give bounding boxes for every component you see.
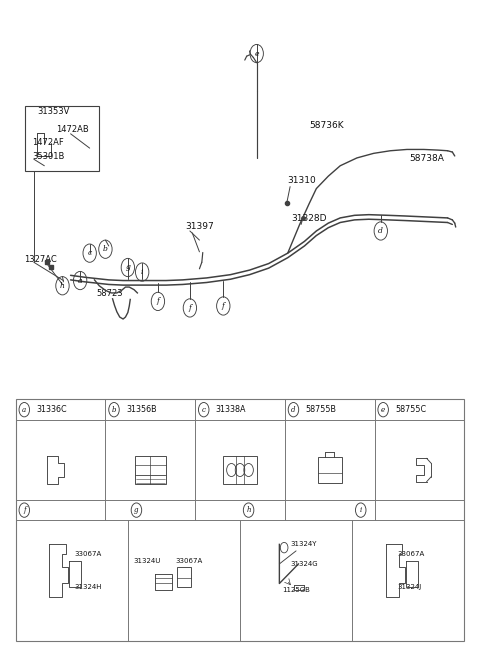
- Text: b: b: [103, 245, 108, 253]
- Text: 58723: 58723: [97, 289, 123, 298]
- Text: 1472AF: 1472AF: [33, 138, 64, 147]
- Text: 33067A: 33067A: [74, 551, 101, 557]
- Bar: [318, 457, 342, 483]
- Text: 33067A: 33067A: [175, 557, 202, 564]
- Text: 1327AC: 1327AC: [24, 255, 57, 263]
- Text: b: b: [112, 405, 116, 414]
- Text: f: f: [156, 297, 159, 305]
- Text: 31353V: 31353V: [37, 107, 70, 115]
- Text: 31324G: 31324G: [290, 561, 318, 567]
- Bar: [223, 456, 257, 484]
- Text: g: g: [134, 506, 139, 514]
- Text: 31324U: 31324U: [133, 557, 161, 564]
- Text: 58755B: 58755B: [305, 405, 336, 414]
- Text: 31328D: 31328D: [291, 214, 327, 223]
- Text: f: f: [222, 302, 225, 310]
- Text: a: a: [78, 276, 83, 284]
- Text: i: i: [360, 506, 362, 514]
- Text: 58755C: 58755C: [395, 405, 426, 414]
- Text: d: d: [378, 227, 383, 235]
- Text: d: d: [291, 405, 296, 414]
- Text: 31324Y: 31324Y: [290, 542, 317, 548]
- Text: e: e: [381, 405, 385, 414]
- Text: 31310: 31310: [288, 176, 316, 185]
- Bar: [16, 400, 464, 641]
- Text: i: i: [141, 268, 144, 276]
- Text: 58738A: 58738A: [409, 154, 444, 163]
- Text: 31397: 31397: [185, 222, 214, 231]
- Text: 1125GB: 1125GB: [283, 587, 311, 593]
- Text: h: h: [60, 282, 65, 290]
- Text: 58736K: 58736K: [309, 121, 344, 130]
- Text: 35301B: 35301B: [33, 151, 65, 160]
- Text: g: g: [125, 263, 130, 271]
- Text: 31338A: 31338A: [216, 405, 246, 414]
- Bar: [177, 567, 191, 587]
- Text: e: e: [254, 50, 259, 58]
- Text: 31324H: 31324H: [74, 584, 102, 590]
- Text: c: c: [87, 249, 92, 257]
- Text: c: c: [202, 405, 205, 414]
- Bar: [135, 456, 166, 484]
- Text: 33067A: 33067A: [397, 551, 424, 557]
- Text: 31324J: 31324J: [397, 584, 421, 590]
- Text: f: f: [189, 304, 192, 312]
- Text: 31336C: 31336C: [36, 405, 67, 414]
- Text: h: h: [246, 506, 251, 514]
- Text: a: a: [22, 405, 26, 414]
- Text: 1472AB: 1472AB: [56, 125, 89, 134]
- Text: f: f: [23, 506, 25, 514]
- Text: 31356B: 31356B: [126, 405, 156, 414]
